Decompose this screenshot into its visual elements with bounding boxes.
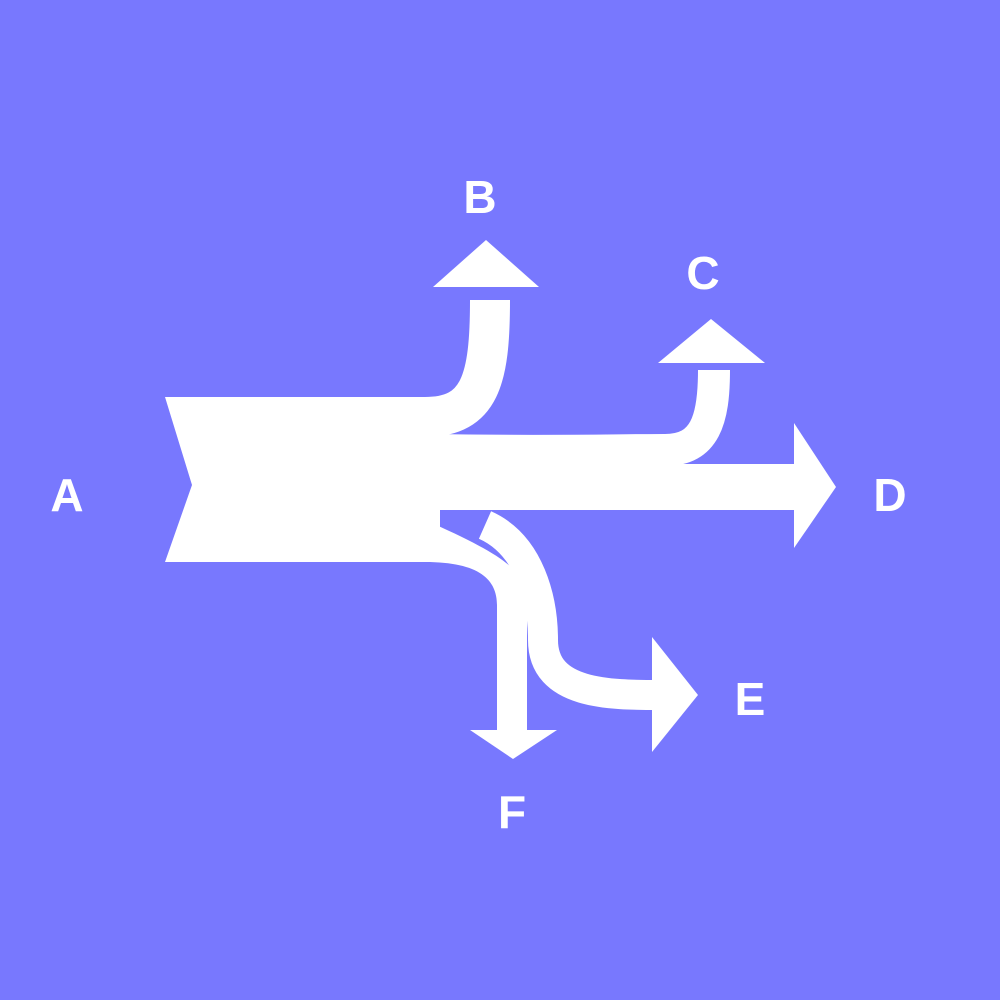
arrowhead-e (652, 637, 698, 752)
source-band-a (165, 397, 440, 562)
node-label-c: C (686, 247, 720, 299)
arrowhead-f (470, 730, 557, 759)
node-label-a: A (50, 469, 84, 521)
flow-a-to-c (429, 369, 730, 467)
node-label-e: E (734, 673, 766, 725)
flow-a-to-e (478, 511, 661, 710)
flow-a-to-b (424, 299, 510, 437)
arrowhead-d (794, 423, 836, 548)
arrowhead-c (658, 319, 765, 363)
node-label-d: D (873, 469, 907, 521)
flow-a-to-d (430, 464, 800, 510)
flow-a-to-f (425, 520, 527, 735)
arrowhead-b (433, 240, 539, 287)
node-label-b: B (463, 171, 497, 223)
node-label-f: F (497, 786, 527, 838)
